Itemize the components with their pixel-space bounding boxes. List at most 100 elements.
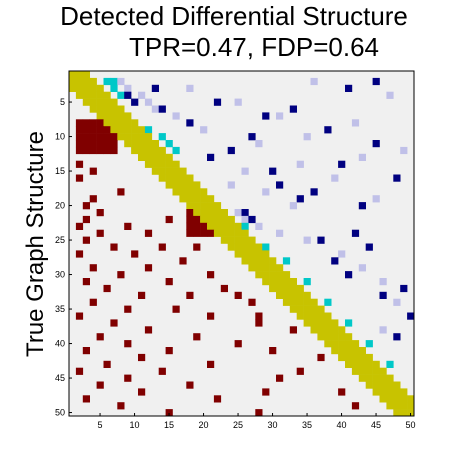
x-tick-label: 5 xyxy=(98,420,103,430)
heatmap-cell-diagonal xyxy=(179,174,187,182)
heatmap-cell-true-edge xyxy=(82,202,90,210)
heatmap-cell-diagonal xyxy=(200,209,208,217)
heatmap-cell-true-edge xyxy=(96,140,104,148)
heatmap-cell-diagonal xyxy=(248,236,256,244)
heatmap-cell-band-detected xyxy=(262,243,270,251)
heatmap-cell-diagonal xyxy=(179,181,187,189)
heatmap-cell-true-edge xyxy=(110,133,118,141)
heatmap-cell-true-edge xyxy=(75,250,84,258)
heatmap-cell-diagonal xyxy=(276,284,284,293)
heatmap-cell-diagonal xyxy=(75,84,84,92)
heatmap-cell-diagonal xyxy=(103,112,111,120)
heatmap-cell-diagonal xyxy=(282,284,291,293)
x-tick-label: 45 xyxy=(371,420,381,430)
heatmap-cell-true-edge xyxy=(89,133,97,141)
heatmap-cell-true-edge xyxy=(186,229,194,237)
heatmap-cell-diagonal xyxy=(220,215,228,224)
heatmap-cell-diagonal xyxy=(338,353,346,362)
heatmap-cell-diagonal xyxy=(96,105,104,113)
heatmap-cell-diagonal xyxy=(227,236,235,244)
heatmap-cell-true-edge xyxy=(89,298,97,306)
heatmap-cell-detected-weak xyxy=(372,195,380,203)
heatmap-cell-diagonal xyxy=(89,77,97,86)
heatmap-cell-diagonal xyxy=(82,71,90,79)
heatmap-cell-detected-weak xyxy=(234,98,242,106)
heatmap-cell-diagonal xyxy=(110,98,118,106)
heatmap-cell-diagonal xyxy=(82,77,90,86)
heatmap-cell-detected-strong xyxy=(227,146,235,155)
heatmap-cell-diagonal xyxy=(69,84,77,92)
heatmap-cell-diagonal xyxy=(393,381,401,389)
heatmap-cell-diagonal xyxy=(96,84,104,92)
heatmap-cell-detected-strong xyxy=(345,84,353,92)
heatmap-cell-detected-strong xyxy=(296,195,304,203)
heatmap-cell-detected-strong xyxy=(372,77,380,86)
heatmap-cell-true-edge xyxy=(200,229,208,237)
heatmap-cell-diagonal xyxy=(165,181,173,189)
heatmap-cell-diagonal xyxy=(207,215,215,224)
heatmap-cell-detected-strong xyxy=(338,160,346,168)
heatmap-cell-diagonal xyxy=(393,409,401,417)
heatmap-cell-true-edge xyxy=(338,388,346,396)
heatmap-cell-diagonal xyxy=(351,347,360,355)
heatmap-cell-diagonal xyxy=(331,333,339,341)
heatmap-cell-diagonal xyxy=(269,264,277,272)
heatmap-cell-true-edge xyxy=(172,305,180,313)
heatmap-cell-diagonal xyxy=(158,153,166,161)
heatmap-cell-diagonal xyxy=(179,195,187,203)
heatmap-cell-true-edge xyxy=(165,347,173,355)
heatmap-cell-diagonal xyxy=(165,160,173,168)
heatmap-cell-diagonal xyxy=(400,402,408,410)
heatmap-cell-true-edge xyxy=(96,146,104,155)
heatmap-cell-diagonal xyxy=(386,395,394,403)
heatmap-cell-diagonal xyxy=(296,305,304,313)
heatmap-cell-diagonal xyxy=(400,388,408,396)
heatmap-cell-diagonal xyxy=(331,347,339,355)
heatmap-cell-detected-strong xyxy=(248,215,256,224)
heatmap-cell-true-edge xyxy=(96,381,104,389)
heatmap-cell-diagonal xyxy=(165,167,173,175)
heatmap-cell-diagonal xyxy=(213,202,222,210)
heatmap-cell-true-edge xyxy=(207,360,215,368)
heatmap-cell-band-detected xyxy=(158,133,166,141)
x-tick-label: 10 xyxy=(130,420,140,430)
y-tick-label: 50 xyxy=(55,408,65,418)
heatmap-cell-diagonal xyxy=(317,333,325,341)
heatmap-cell-detected-strong xyxy=(393,333,401,341)
heatmap-cell-detected-weak xyxy=(144,98,153,106)
heatmap-cell-diagonal xyxy=(393,395,401,403)
heatmap-cell-diagonal xyxy=(75,71,84,79)
heatmap-cell-true-edge xyxy=(351,402,360,410)
heatmap-cell-true-edge xyxy=(82,119,90,127)
heatmap-cell-detected-strong xyxy=(400,284,408,293)
heatmap-cell-detected-weak xyxy=(241,167,249,175)
heatmap-cell-diagonal xyxy=(365,367,373,375)
heatmap-cell-detected-weak xyxy=(303,133,311,141)
heatmap-cell-detected-weak xyxy=(241,215,249,224)
heatmap-cell-diagonal xyxy=(269,257,277,265)
heatmap-cell-true-edge xyxy=(289,326,297,334)
heatmap-cell-detected-strong xyxy=(393,174,401,182)
heatmap-cell-diagonal xyxy=(296,284,304,293)
heatmap-cell-diagonal xyxy=(400,409,408,417)
heatmap-cell-detected-weak xyxy=(303,236,311,244)
heatmap-cell-diagonal xyxy=(407,395,415,403)
heatmap-cell-diagonal xyxy=(372,360,380,368)
heatmap-cell-detected-weak xyxy=(276,229,284,237)
heatmap-cell-diagonal xyxy=(172,167,180,175)
heatmap-cell-diagonal xyxy=(248,264,256,272)
heatmap-cell-diagonal xyxy=(82,91,90,99)
heatmap-cell-diagonal xyxy=(345,353,353,362)
heatmap-cell-diagonal xyxy=(296,298,304,306)
heatmap-cell-true-edge xyxy=(82,140,90,148)
y-tick-label: 40 xyxy=(55,339,65,349)
heatmap-cell-diagonal xyxy=(158,167,166,175)
heatmap-cell-diagonal xyxy=(69,77,77,86)
heatmap-cell-diagonal xyxy=(124,112,132,120)
heatmap-cell-diagonal xyxy=(138,153,146,161)
heatmap-cell-diagonal xyxy=(117,133,125,141)
heatmap-cell-diagonal xyxy=(331,319,339,327)
heatmap-cell-diagonal xyxy=(345,347,353,355)
heatmap-cell-true-edge xyxy=(75,367,84,375)
heatmap-cell-diagonal xyxy=(172,174,180,182)
